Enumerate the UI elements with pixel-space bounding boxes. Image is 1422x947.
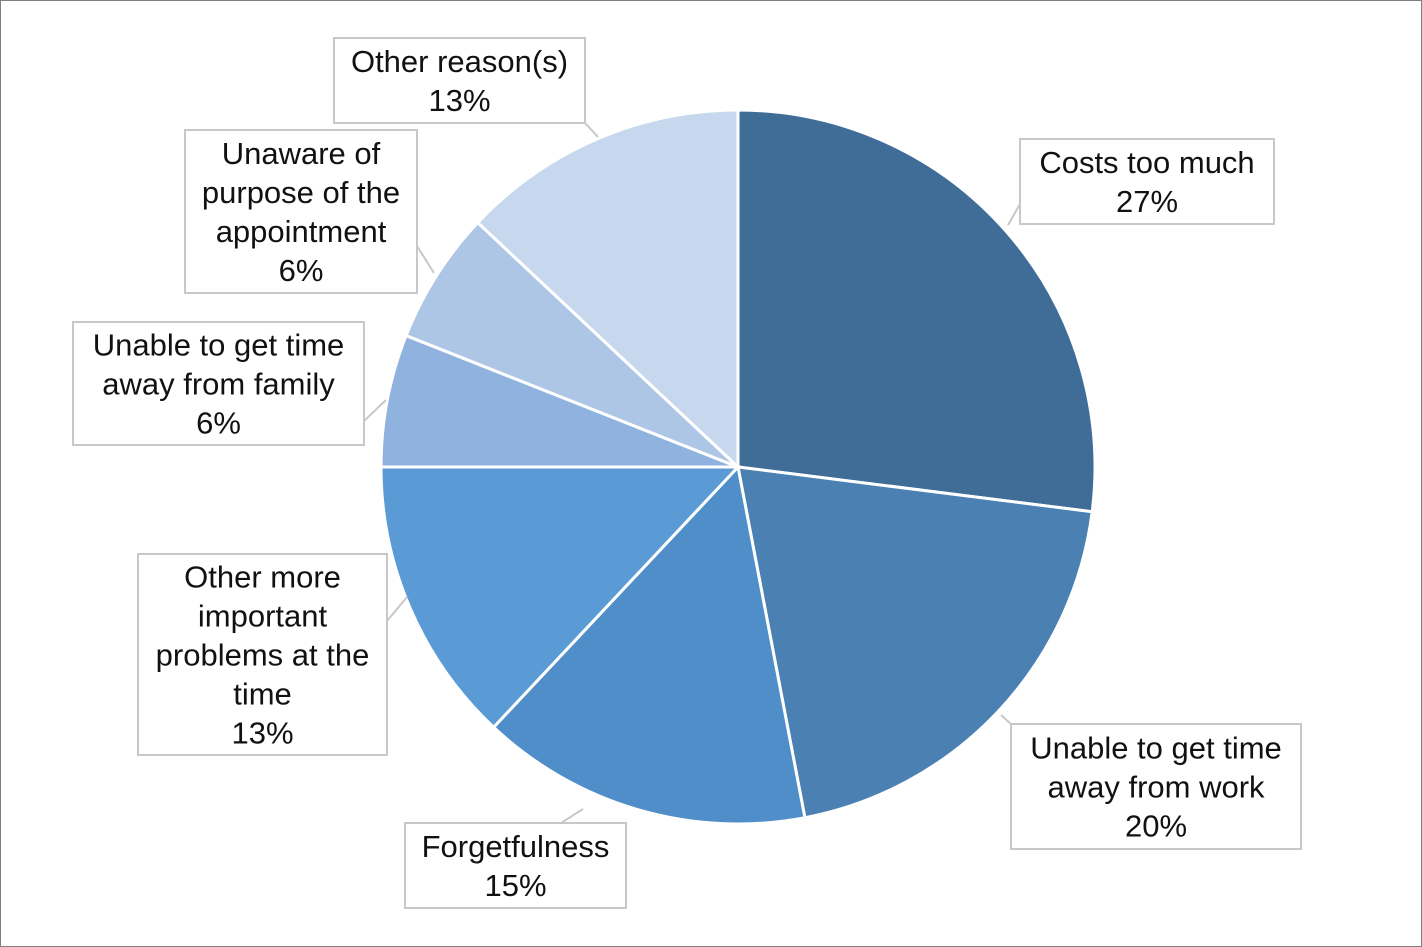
slice-category-label: Costs too much xyxy=(1039,145,1254,180)
label-box xyxy=(333,37,586,124)
slice-category-label: time xyxy=(233,676,292,711)
leader-line xyxy=(1007,203,1021,226)
slice-category-label: Forgetfulness xyxy=(422,829,610,864)
slice-value-label: 6% xyxy=(196,405,241,440)
slice-category-label: important xyxy=(198,598,328,633)
data-label: Costs too much 27% xyxy=(1007,138,1275,226)
leader-line xyxy=(416,245,435,274)
leader-line xyxy=(363,399,387,422)
label-box xyxy=(137,553,388,756)
leader-line xyxy=(560,808,584,824)
label-box xyxy=(72,321,365,446)
data-label: Unable to get time away from work 20% xyxy=(1000,714,1302,850)
leader-line xyxy=(386,596,408,622)
data-label: Unable to get time away from family 6% xyxy=(72,321,387,446)
slice-value-label: 27% xyxy=(1116,184,1178,219)
pie-slices xyxy=(379,108,1097,826)
pie-slice xyxy=(379,333,739,469)
data-label: Unaware of purpose of the appointment 6% xyxy=(184,129,435,294)
pie-slice xyxy=(379,465,742,730)
slice-category-label: purpose of the xyxy=(202,175,400,210)
label-box xyxy=(1019,138,1275,225)
slice-category-label: Unaware of xyxy=(222,136,381,171)
slice-value-label: 6% xyxy=(279,253,324,288)
label-box xyxy=(184,129,418,294)
pie-slice xyxy=(491,463,807,826)
pie-slice xyxy=(475,108,740,471)
data-label: Other more important problems at the time 13… xyxy=(137,553,408,756)
slice-value-label: 13% xyxy=(428,83,490,118)
slice-value-label: 20% xyxy=(1125,808,1187,843)
label-box xyxy=(404,822,627,909)
slice-category-label: appointment xyxy=(216,214,387,249)
label-box xyxy=(1010,723,1302,850)
slice-value-label: 15% xyxy=(484,868,546,903)
leader-line xyxy=(584,122,599,138)
slice-category-label: Other more xyxy=(184,559,341,594)
pie-slice xyxy=(736,108,1097,514)
slice-category-label: Other reason(s) xyxy=(351,44,568,79)
slice-value-label: 13% xyxy=(231,715,293,750)
slice-category-label: away from work xyxy=(1047,769,1265,804)
slice-category-label: away from family xyxy=(102,366,335,401)
slice-category-label: problems at the xyxy=(156,637,370,672)
leader-line xyxy=(1000,714,1012,725)
pie-slice xyxy=(404,220,740,469)
slice-category-label: Unable to get time xyxy=(1030,730,1282,765)
slice-category-label: Unable to get time xyxy=(93,327,345,362)
pie-slice xyxy=(736,465,1094,820)
data-label: Forgetfulness 15% xyxy=(404,808,627,909)
pie-labels: Costs too much 27% Unable to get time away … xyxy=(72,37,1302,909)
data-label: Other reason(s) 13% xyxy=(333,37,599,138)
